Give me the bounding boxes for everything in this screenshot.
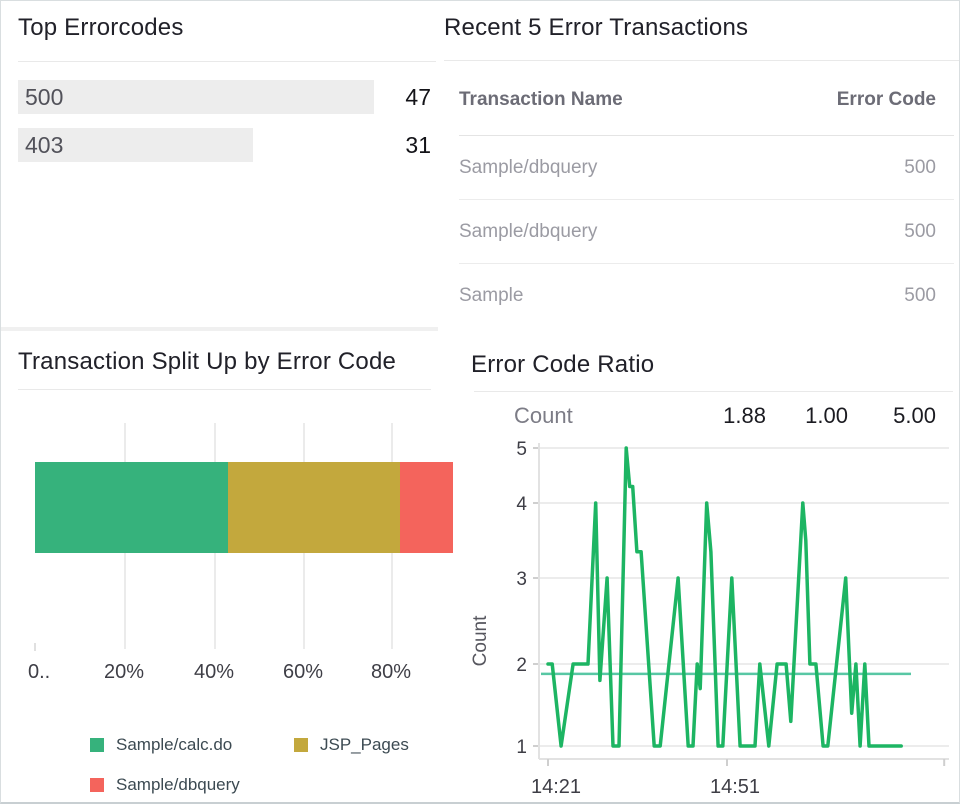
y-tick-label: 1	[516, 737, 527, 758]
table-row: Sample 500	[459, 264, 954, 327]
stat-average-value: 1.88	[723, 403, 766, 428]
errorcode-bar	[18, 80, 374, 114]
error-code-cell: 500	[904, 284, 936, 306]
legend-label: Sample/calc.do	[116, 735, 233, 754]
stat-max-value: 5.00	[893, 403, 936, 428]
x-axis-label: 0..	[28, 661, 51, 683]
x-tick-label: 14:51	[710, 776, 760, 798]
x-axis-label: 80%	[370, 661, 412, 683]
stacked-bar-segment	[400, 462, 453, 553]
x-tick-label: 14:21	[531, 776, 581, 798]
legend-item: Sample/dbquery	[90, 775, 294, 795]
transaction-name-cell: Sample	[459, 284, 524, 306]
x-axis-label: 40%	[193, 661, 235, 683]
legend-label: JSP_Pages	[320, 735, 409, 754]
table-body: Sample/dbquery 500 Sample/dbquery 500 Sample…	[459, 136, 954, 327]
panel-top-errorcodes: Top Errorcodes 500 47 403 31	[1, 1, 438, 327]
panel-error-code-ratio: Error Code Ratio Count 1.88 1.00 5.00 5 4…	[461, 331, 959, 802]
legend-label: Sample/dbquery	[116, 775, 240, 794]
error-code-cell: 500	[904, 156, 936, 178]
errorcode-bar	[18, 128, 253, 162]
legend-swatch	[90, 778, 104, 792]
errorcode-row: 500 47	[18, 80, 431, 114]
error-code-cell: 500	[904, 220, 936, 242]
panel-title-top-errorcodes: Top Errorcodes	[18, 14, 184, 41]
stacked-bar-segment	[35, 462, 229, 553]
stacked-bar	[35, 462, 453, 553]
y-tick-label: 5	[516, 439, 527, 460]
stacked-bar-segment	[228, 462, 401, 553]
column-error-code: Error Code	[836, 89, 936, 110]
top-errorcodes-chart: 500 47 403 31	[18, 80, 431, 176]
legend-swatch	[294, 738, 308, 752]
y-tick-label: 3	[516, 569, 527, 590]
x-axis-label: 60%	[282, 661, 324, 683]
errorcode-value: 31	[405, 132, 431, 158]
title-divider	[444, 60, 959, 61]
panel-title-error-ratio: Error Code Ratio	[471, 351, 655, 378]
title-divider	[18, 389, 431, 390]
panel-title-recent-errors: Recent 5 Error Transactions	[444, 14, 749, 41]
column-transaction-name: Transaction Name	[459, 89, 623, 110]
errorcode-value: 47	[405, 84, 431, 110]
errorcode-row: 403 31	[18, 128, 431, 162]
title-divider	[18, 61, 436, 62]
table-row: Sample/dbquery 500	[459, 200, 954, 264]
errorcode-label: 500	[25, 84, 64, 110]
series-line	[546, 446, 903, 748]
panel-title-split-up: Transaction Split Up by Error Code	[18, 348, 397, 375]
split-up-legend: Sample/calc.do JSP_Pages Sample/dbquery	[90, 735, 409, 795]
y-tick-label: 2	[516, 655, 527, 676]
stat-count-label: Count	[514, 403, 573, 428]
errorcode-label: 403	[25, 132, 64, 158]
panel-separator	[1, 327, 438, 331]
transaction-name-cell: Sample/dbquery	[459, 220, 598, 242]
legend-swatch	[90, 738, 104, 752]
title-divider	[474, 391, 953, 392]
x-axis-tick	[34, 643, 36, 651]
count-axis-label: Count	[470, 615, 491, 666]
panel-recent-error-transactions: Recent 5 Error Transactions Transaction …	[444, 1, 959, 327]
stat-min-value: 1.00	[805, 403, 848, 428]
panel-transaction-split-up: Transaction Split Up by Error Code 0.. 20…	[1, 331, 461, 802]
legend-item: Sample/calc.do	[90, 735, 294, 755]
x-axis-label: 20%	[103, 661, 145, 683]
table-header: Transaction Name Error Code	[459, 89, 954, 136]
y-tick-label: 4	[516, 494, 527, 515]
legend-item: JSP_Pages	[294, 735, 409, 755]
table-row: Sample/dbquery 500	[459, 136, 954, 200]
transaction-name-cell: Sample/dbquery	[459, 156, 598, 178]
ratio-stats-row: Count 1.88 1.00 5.00	[514, 403, 936, 431]
error-ratio-chart: 5 4 3 2 114:21 14:51 Count	[470, 439, 949, 798]
